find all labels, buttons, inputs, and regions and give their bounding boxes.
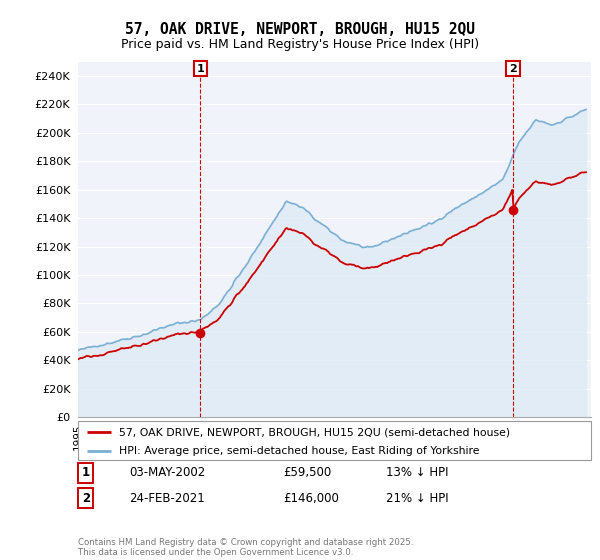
Text: 21% ↓ HPI: 21% ↓ HPI [386,492,448,505]
Text: 57, OAK DRIVE, NEWPORT, BROUGH, HU15 2QU (semi-detached house): 57, OAK DRIVE, NEWPORT, BROUGH, HU15 2QU… [119,427,510,437]
Text: 13% ↓ HPI: 13% ↓ HPI [386,466,448,479]
Text: £59,500: £59,500 [283,466,331,479]
Text: £146,000: £146,000 [283,492,339,505]
FancyBboxPatch shape [78,421,591,460]
Text: HPI: Average price, semi-detached house, East Riding of Yorkshire: HPI: Average price, semi-detached house,… [119,446,479,455]
Text: 57, OAK DRIVE, NEWPORT, BROUGH, HU15 2QU: 57, OAK DRIVE, NEWPORT, BROUGH, HU15 2QU [125,22,475,38]
Text: Contains HM Land Registry data © Crown copyright and database right 2025.
This d: Contains HM Land Registry data © Crown c… [78,538,413,557]
Text: 1: 1 [196,64,204,74]
Text: 1: 1 [82,466,90,479]
Text: 2: 2 [82,492,90,505]
Text: 03-MAY-2002: 03-MAY-2002 [130,466,206,479]
Text: 24-FEB-2021: 24-FEB-2021 [130,492,205,505]
Text: Price paid vs. HM Land Registry's House Price Index (HPI): Price paid vs. HM Land Registry's House … [121,38,479,50]
Text: 2: 2 [509,64,517,74]
